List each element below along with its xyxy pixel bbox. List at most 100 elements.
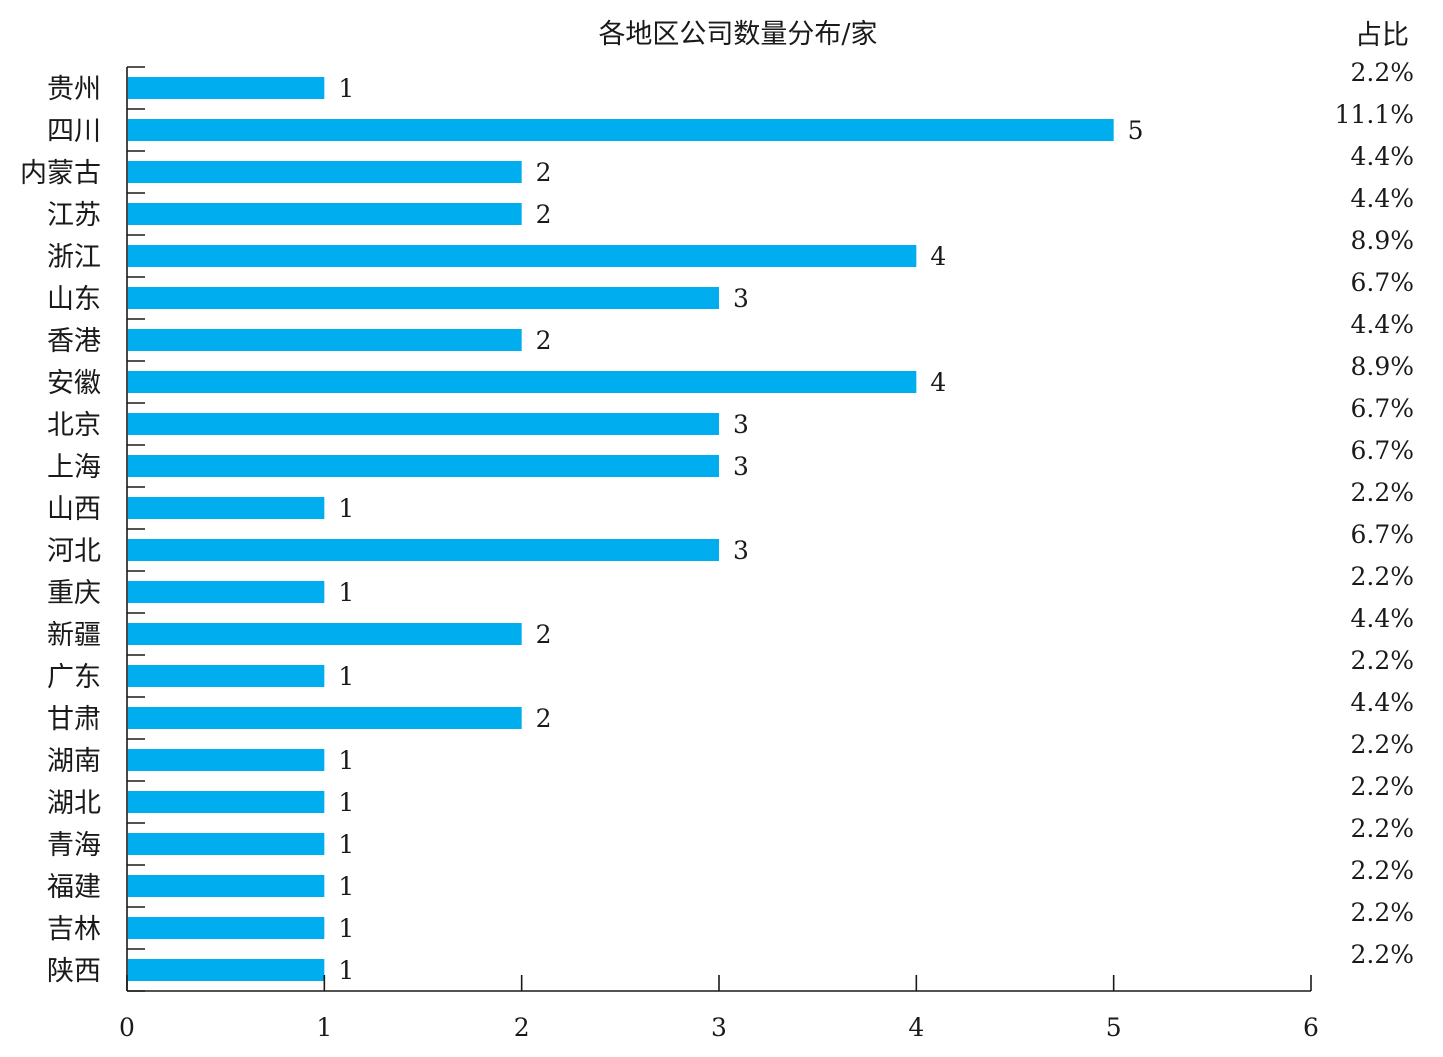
value-label-7: 4 — [930, 368, 946, 397]
bar-3 — [128, 203, 522, 225]
value-label-2: 2 — [536, 158, 552, 187]
value-label-0: 1 — [338, 74, 354, 103]
category-label-20: 吉林 — [47, 914, 101, 945]
x-tick-label-5: 5 — [1106, 1013, 1122, 1042]
bar-2 — [128, 161, 522, 183]
bar-12 — [128, 581, 325, 603]
value-label-9: 3 — [733, 452, 749, 481]
bar-19 — [128, 875, 325, 897]
axes: 0 1 2 3 4 5 6 — [119, 66, 1319, 1042]
value-label-6: 2 — [536, 326, 552, 355]
value-label-11: 3 — [733, 536, 749, 565]
x-tick-label-0: 0 — [119, 1013, 135, 1042]
category-label-6: 香港 — [47, 326, 101, 357]
bar-8 — [128, 413, 719, 435]
bar-14 — [128, 665, 325, 687]
category-label-14: 广东 — [47, 662, 101, 693]
value-label-3: 2 — [536, 200, 552, 229]
bar-7 — [128, 371, 917, 393]
share-label-12: 2.2% — [1350, 562, 1414, 591]
bar-16 — [128, 749, 325, 771]
value-label-16: 1 — [338, 746, 354, 775]
share-label-17: 2.2% — [1350, 772, 1414, 801]
value-label-8: 3 — [733, 410, 749, 439]
value-label-14: 1 — [338, 662, 354, 691]
value-label-20: 1 — [338, 914, 354, 943]
value-label-12: 1 — [338, 578, 354, 607]
share-label-1: 11.1% — [1335, 100, 1414, 129]
category-label-13: 新疆 — [47, 620, 101, 651]
share-header: 占比 — [1355, 20, 1409, 51]
share-label-19: 2.2% — [1350, 856, 1414, 885]
category-label-21: 陕西 — [47, 956, 101, 987]
share-label-6: 4.4% — [1350, 310, 1414, 339]
share-label-8: 6.7% — [1350, 394, 1414, 423]
bar-10 — [128, 497, 325, 519]
share-label-4: 8.9% — [1350, 226, 1414, 255]
bar-17 — [128, 791, 325, 813]
share-label-9: 6.7% — [1350, 436, 1414, 465]
bar-18 — [128, 833, 325, 855]
value-label-21: 1 — [338, 956, 354, 985]
value-label-5: 3 — [733, 284, 749, 313]
category-label-1: 四川 — [47, 116, 101, 147]
category-label-11: 河北 — [47, 536, 101, 567]
category-label-9: 上海 — [47, 452, 101, 483]
category-label-19: 福建 — [47, 872, 101, 903]
value-label-1: 5 — [1128, 116, 1144, 145]
bar-0 — [128, 77, 325, 99]
x-tick-label-3: 3 — [711, 1013, 727, 1042]
category-label-15: 甘肃 — [47, 704, 101, 735]
category-label-8: 北京 — [47, 410, 101, 441]
share-label-5: 6.7% — [1350, 268, 1414, 297]
share-label-7: 8.9% — [1350, 352, 1414, 381]
x-tick-label-2: 2 — [514, 1013, 530, 1042]
share-labels: 2.2% 11.1% 4.4% 4.4% 8.9% 6.7% 4.4% 8.9% 6.7% 6.7… — [1335, 58, 1414, 969]
value-label-17: 1 — [338, 788, 354, 817]
bar-11 — [128, 539, 719, 561]
bar-4 — [128, 245, 917, 267]
bars-group — [128, 77, 1114, 981]
bar-13 — [128, 623, 522, 645]
share-label-18: 2.2% — [1350, 814, 1414, 843]
share-label-2: 4.4% — [1350, 142, 1414, 171]
category-label-18: 青海 — [47, 830, 101, 861]
share-label-21: 2.2% — [1350, 940, 1414, 969]
share-label-16: 2.2% — [1350, 730, 1414, 759]
share-label-15: 4.4% — [1350, 688, 1414, 717]
bar-6 — [128, 329, 522, 351]
category-label-5: 山东 — [47, 284, 101, 315]
category-label-17: 湖北 — [47, 788, 101, 819]
share-label-20: 2.2% — [1350, 898, 1414, 927]
share-label-0: 2.2% — [1350, 58, 1414, 87]
share-label-13: 4.4% — [1350, 604, 1414, 633]
bar-9 — [128, 455, 719, 477]
category-label-4: 浙江 — [47, 242, 101, 273]
category-label-16: 湖南 — [47, 746, 101, 777]
category-label-7: 安徽 — [47, 368, 101, 399]
value-label-19: 1 — [338, 872, 354, 901]
x-tick-label-6: 6 — [1303, 1013, 1319, 1042]
x-tick-label-1: 1 — [316, 1013, 332, 1042]
bar-20 — [128, 917, 325, 939]
bar-1 — [128, 119, 1114, 141]
value-label-4: 4 — [930, 242, 946, 271]
category-label-10: 山西 — [47, 494, 101, 525]
x-tick-label-4: 4 — [908, 1013, 924, 1042]
bar-5 — [128, 287, 719, 309]
value-labels: 1 5 2 2 4 3 2 4 3 3 1 3 1 2 1 2 1 1 1 1 1 1 — [338, 74, 1143, 985]
value-label-10: 1 — [338, 494, 354, 523]
share-label-14: 2.2% — [1350, 646, 1414, 675]
share-label-10: 2.2% — [1350, 478, 1414, 507]
value-label-18: 1 — [338, 830, 354, 859]
share-label-3: 4.4% — [1350, 184, 1414, 213]
category-label-0: 贵州 — [47, 74, 101, 105]
value-label-15: 2 — [536, 704, 552, 733]
chart-title: 各地区公司数量分布/家 — [598, 19, 877, 50]
category-labels: 贵州四川内蒙古江苏浙江山东香港安徽北京上海山西河北重庆新疆广东甘肃湖南湖北青海福… — [20, 74, 101, 987]
bar-15 — [128, 707, 522, 729]
category-label-3: 江苏 — [47, 200, 101, 231]
bar-21 — [128, 959, 325, 981]
share-label-11: 6.7% — [1350, 520, 1414, 549]
